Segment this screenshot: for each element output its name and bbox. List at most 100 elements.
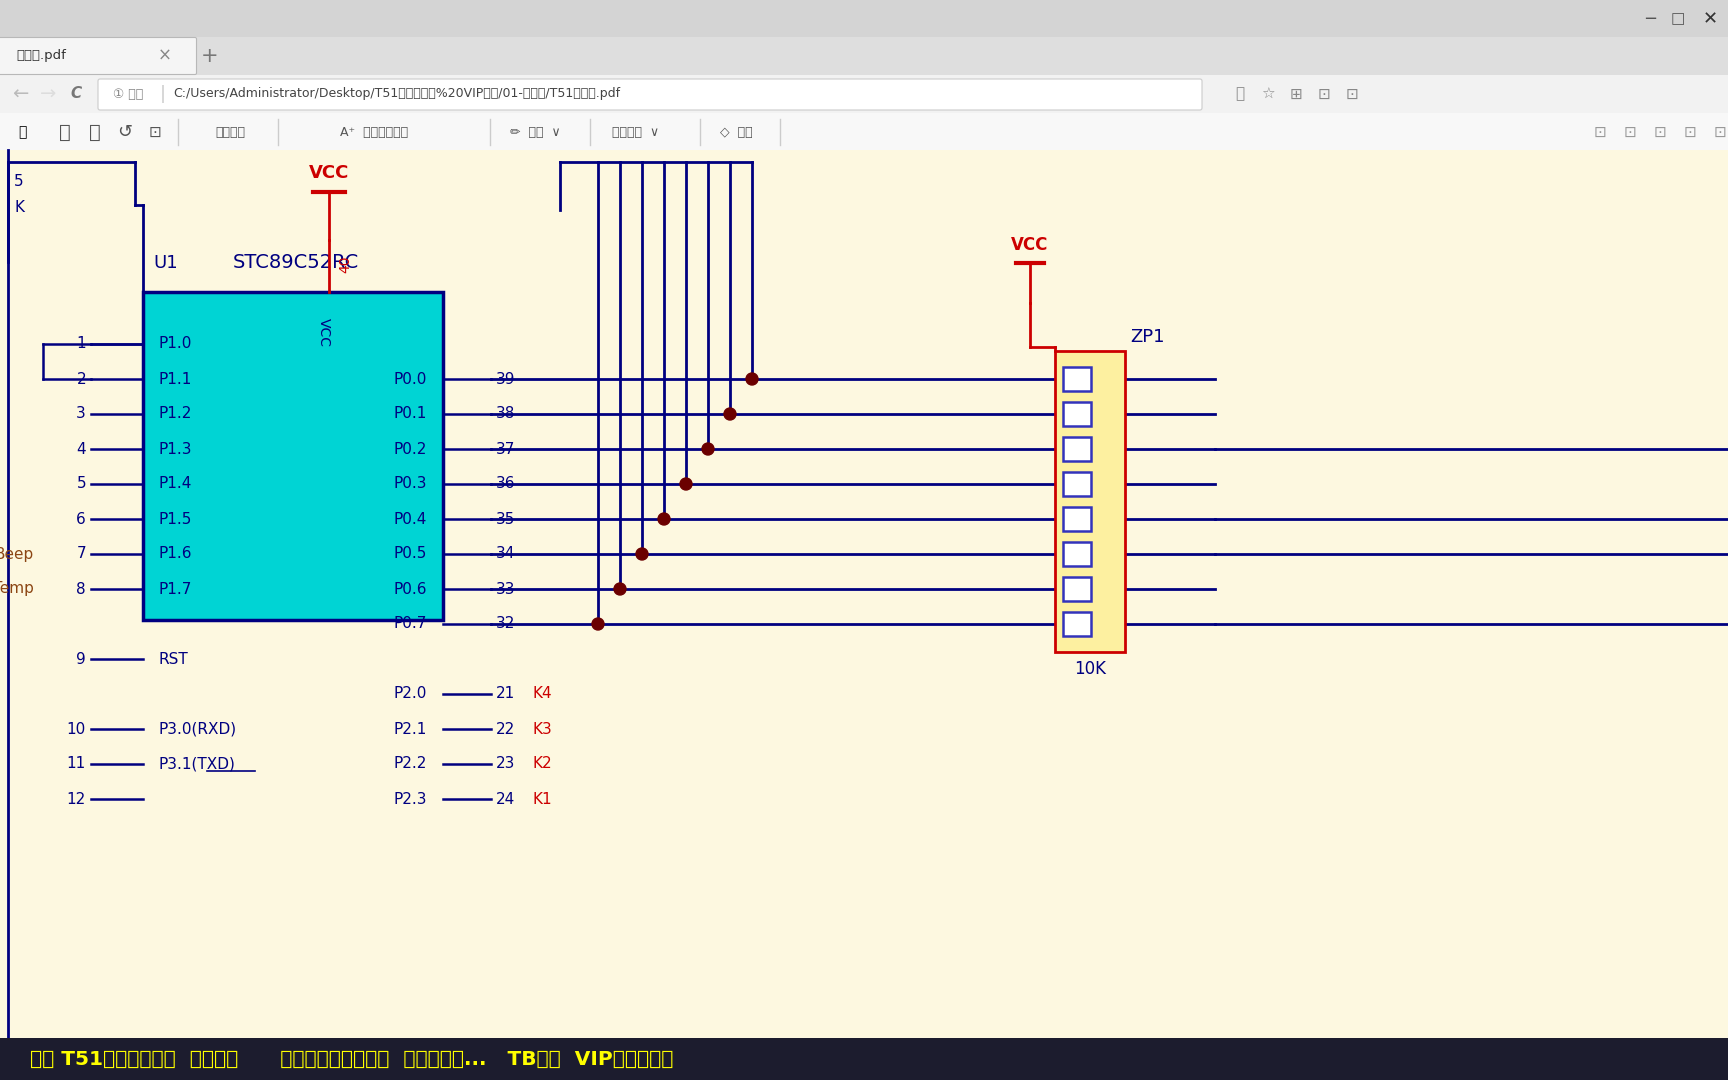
Text: ⊡: ⊡ [1346,86,1358,102]
Text: P2.1: P2.1 [394,721,427,737]
Text: 10K: 10K [1075,660,1106,678]
Bar [0,1038,1728,1080]
Text: P1.4: P1.4 [159,476,192,491]
FancyBboxPatch shape [0,38,197,75]
Text: P0.7: P0.7 [394,617,427,632]
Text: ✏  绘制  ∨: ✏ 绘制 ∨ [510,125,560,138]
Bar [1063,437,1090,461]
Text: A⁺  朗读此页内容: A⁺ 朗读此页内容 [340,125,408,138]
Text: 12: 12 [67,792,86,807]
Text: ⭐: ⭐ [1236,86,1244,102]
Text: ⊡: ⊡ [1593,124,1607,139]
Text: VCC: VCC [1011,237,1049,254]
Text: 突出显示  ∨: 突出显示 ∨ [612,125,658,138]
Text: VCC: VCC [309,164,349,183]
Bar [1056,351,1125,652]
Bar [1063,577,1090,600]
Text: －: － [59,122,71,141]
Text: 11: 11 [67,756,86,771]
Text: P1.7: P1.7 [159,581,192,596]
Text: P0.4: P0.4 [394,512,427,526]
Text: 39: 39 [496,372,515,387]
Text: 3: 3 [76,406,86,421]
Text: 38: 38 [496,406,515,421]
Bar [143,292,442,620]
Text: RST: RST [159,651,188,666]
Text: 8: 8 [76,581,86,596]
Circle shape [681,478,691,490]
Text: ⊡: ⊡ [149,124,161,139]
Text: 21: 21 [496,687,515,702]
Text: P1.6: P1.6 [159,546,192,562]
Text: P1.1: P1.1 [159,372,192,387]
Text: 🔍: 🔍 [17,125,26,139]
Text: 4: 4 [76,442,86,457]
Text: 编程 T51单片机学习板  视频教学      从零开始单片机系列  套件热销中...   TB搜索  VIP编程单片机: 编程 T51单片机学习板 视频教学 从零开始单片机系列 套件热销中... TB搜… [29,1050,674,1068]
Text: →: → [40,84,57,104]
Text: C:/Users/Administrator/Desktop/T51开发板资料%20VIP编程/01-原理图/T51原理图.pdf: C:/Users/Administrator/Desktop/T51开发板资料%… [173,87,620,100]
Bar [1063,542,1090,566]
Text: P0.6: P0.6 [394,581,427,596]
Text: ↺: ↺ [118,123,133,141]
Text: C: C [71,86,81,102]
Text: ─: ─ [1645,10,1655,28]
Text: 37: 37 [496,442,515,457]
Text: P0.5: P0.5 [394,546,427,562]
Text: ←: ← [12,84,28,104]
Text: 23: 23 [496,756,515,771]
Text: K2: K2 [532,756,553,771]
Text: K: K [14,200,24,215]
Text: K4: K4 [532,687,553,702]
Text: P3.0(RXD): P3.0(RXD) [159,721,237,737]
Text: ◇  擦除: ◇ 擦除 [721,125,753,138]
Text: ⊡: ⊡ [1683,124,1697,139]
Text: P1.3: P1.3 [159,442,192,457]
Text: ⊡: ⊡ [1624,124,1636,139]
Text: 40: 40 [339,255,353,273]
Bar [1063,367,1090,391]
Text: 33: 33 [496,581,515,596]
Text: 34: 34 [496,546,515,562]
Circle shape [702,443,714,455]
Text: VCC: VCC [316,318,332,347]
Text: P0.0: P0.0 [394,372,427,387]
Text: Beep: Beep [0,546,35,562]
Text: 页面视图: 页面视图 [214,125,245,138]
Bar [1063,612,1090,636]
Text: □: □ [1671,12,1685,27]
Text: |: | [161,85,166,103]
Text: 1: 1 [76,337,86,351]
Text: 原理图.pdf: 原理图.pdf [16,50,66,63]
Text: ⊞: ⊞ [1289,86,1303,102]
Text: P1.2: P1.2 [159,406,192,421]
Text: ① 文件: ① 文件 [112,87,143,100]
Circle shape [658,513,670,525]
Text: P3.1(TXD): P3.1(TXD) [159,756,237,771]
Text: P0.2: P0.2 [394,442,427,457]
Circle shape [636,548,648,561]
Text: ⊡: ⊡ [1318,86,1331,102]
Text: Temp: Temp [0,581,35,596]
Text: 2: 2 [76,372,86,387]
Text: 10: 10 [67,721,86,737]
Text: 35: 35 [496,512,515,526]
Text: 22: 22 [496,721,515,737]
Bar [1063,472,1090,496]
Circle shape [724,408,736,420]
Text: U1: U1 [154,254,178,272]
Circle shape [746,373,759,384]
Text: P0.3: P0.3 [394,476,427,491]
Text: P0.1: P0.1 [394,406,427,421]
Text: ZP1: ZP1 [1130,328,1165,346]
Text: ✕: ✕ [1702,10,1718,28]
Text: 6: 6 [76,512,86,526]
Text: STC89C52RC: STC89C52RC [233,253,359,272]
Text: ⊡: ⊡ [1654,124,1666,139]
Text: K1: K1 [532,792,553,807]
Text: P1.0: P1.0 [159,337,192,351]
Text: P1.5: P1.5 [159,512,192,526]
Text: 36: 36 [496,476,515,491]
Bar [0,113,1728,150]
Text: 5: 5 [76,476,86,491]
Text: ×: × [157,48,173,65]
